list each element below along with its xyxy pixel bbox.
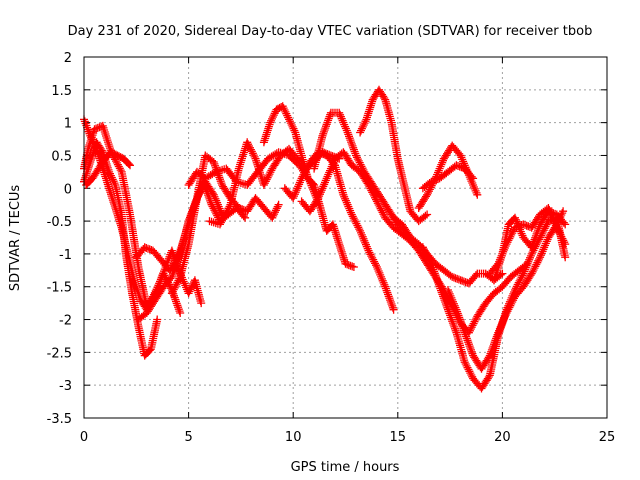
y-axis-label: SDTVAR / TECUs — [8, 185, 23, 292]
y-tick-label: -2.5 — [47, 346, 72, 361]
y-tick-label: 0 — [64, 182, 72, 197]
plot-frame — [83, 56, 608, 419]
marker-path — [280, 148, 398, 314]
marker-path — [389, 213, 507, 288]
y-tick-label: -3 — [59, 379, 72, 394]
y-tick-label: -2 — [59, 314, 72, 329]
y-tick-labels: 2 1.5 1 0.5 0 -0.5 -1 -1.5 -2 -2.5 -3 -3.5 — [47, 51, 72, 427]
x-tick-label: 15 — [390, 430, 407, 445]
y-tick-label: -3.5 — [47, 412, 72, 427]
x-tick-labels: 0 5 10 15 20 25 — [80, 430, 615, 445]
series-arc-14 — [356, 85, 432, 226]
y-tick-label: 0.5 — [51, 149, 72, 164]
chart-title: Day 231 of 2020, Sidereal Day-to-day VTE… — [68, 24, 593, 39]
marker-path — [444, 207, 568, 373]
x-axis-label: GPS time / hours — [291, 460, 400, 475]
series-arc-11 — [280, 148, 398, 314]
series-arc-22 — [490, 207, 570, 285]
series-arc-19 — [418, 161, 478, 193]
marker-path — [418, 161, 478, 193]
y-tick-label: -1 — [59, 248, 72, 263]
x-tick-label: 5 — [184, 430, 192, 445]
y-tick-label: 2 — [64, 51, 72, 66]
series-arc-15 — [389, 213, 507, 288]
x-tick-label: 10 — [285, 430, 302, 445]
x-tick-label: 20 — [494, 430, 511, 445]
series-arc-4 — [82, 148, 134, 189]
series-arc-12 — [297, 148, 415, 245]
x-tick-label: 0 — [80, 430, 88, 445]
grid-layer — [83, 56, 608, 419]
y-tick-label: -1.5 — [47, 281, 72, 296]
series-arc-7 — [167, 151, 283, 298]
y-tick-label: 1.5 — [51, 84, 72, 99]
marker-path — [82, 148, 134, 189]
marker-path — [356, 85, 432, 226]
y-tick-label: -0.5 — [47, 215, 72, 230]
data-points-layer — [80, 85, 570, 393]
x-tick-label: 25 — [599, 430, 616, 445]
series-arc-20 — [444, 207, 568, 373]
y-tick-label: 1 — [64, 117, 72, 132]
marker-path — [490, 207, 570, 285]
marker-path — [297, 148, 415, 245]
